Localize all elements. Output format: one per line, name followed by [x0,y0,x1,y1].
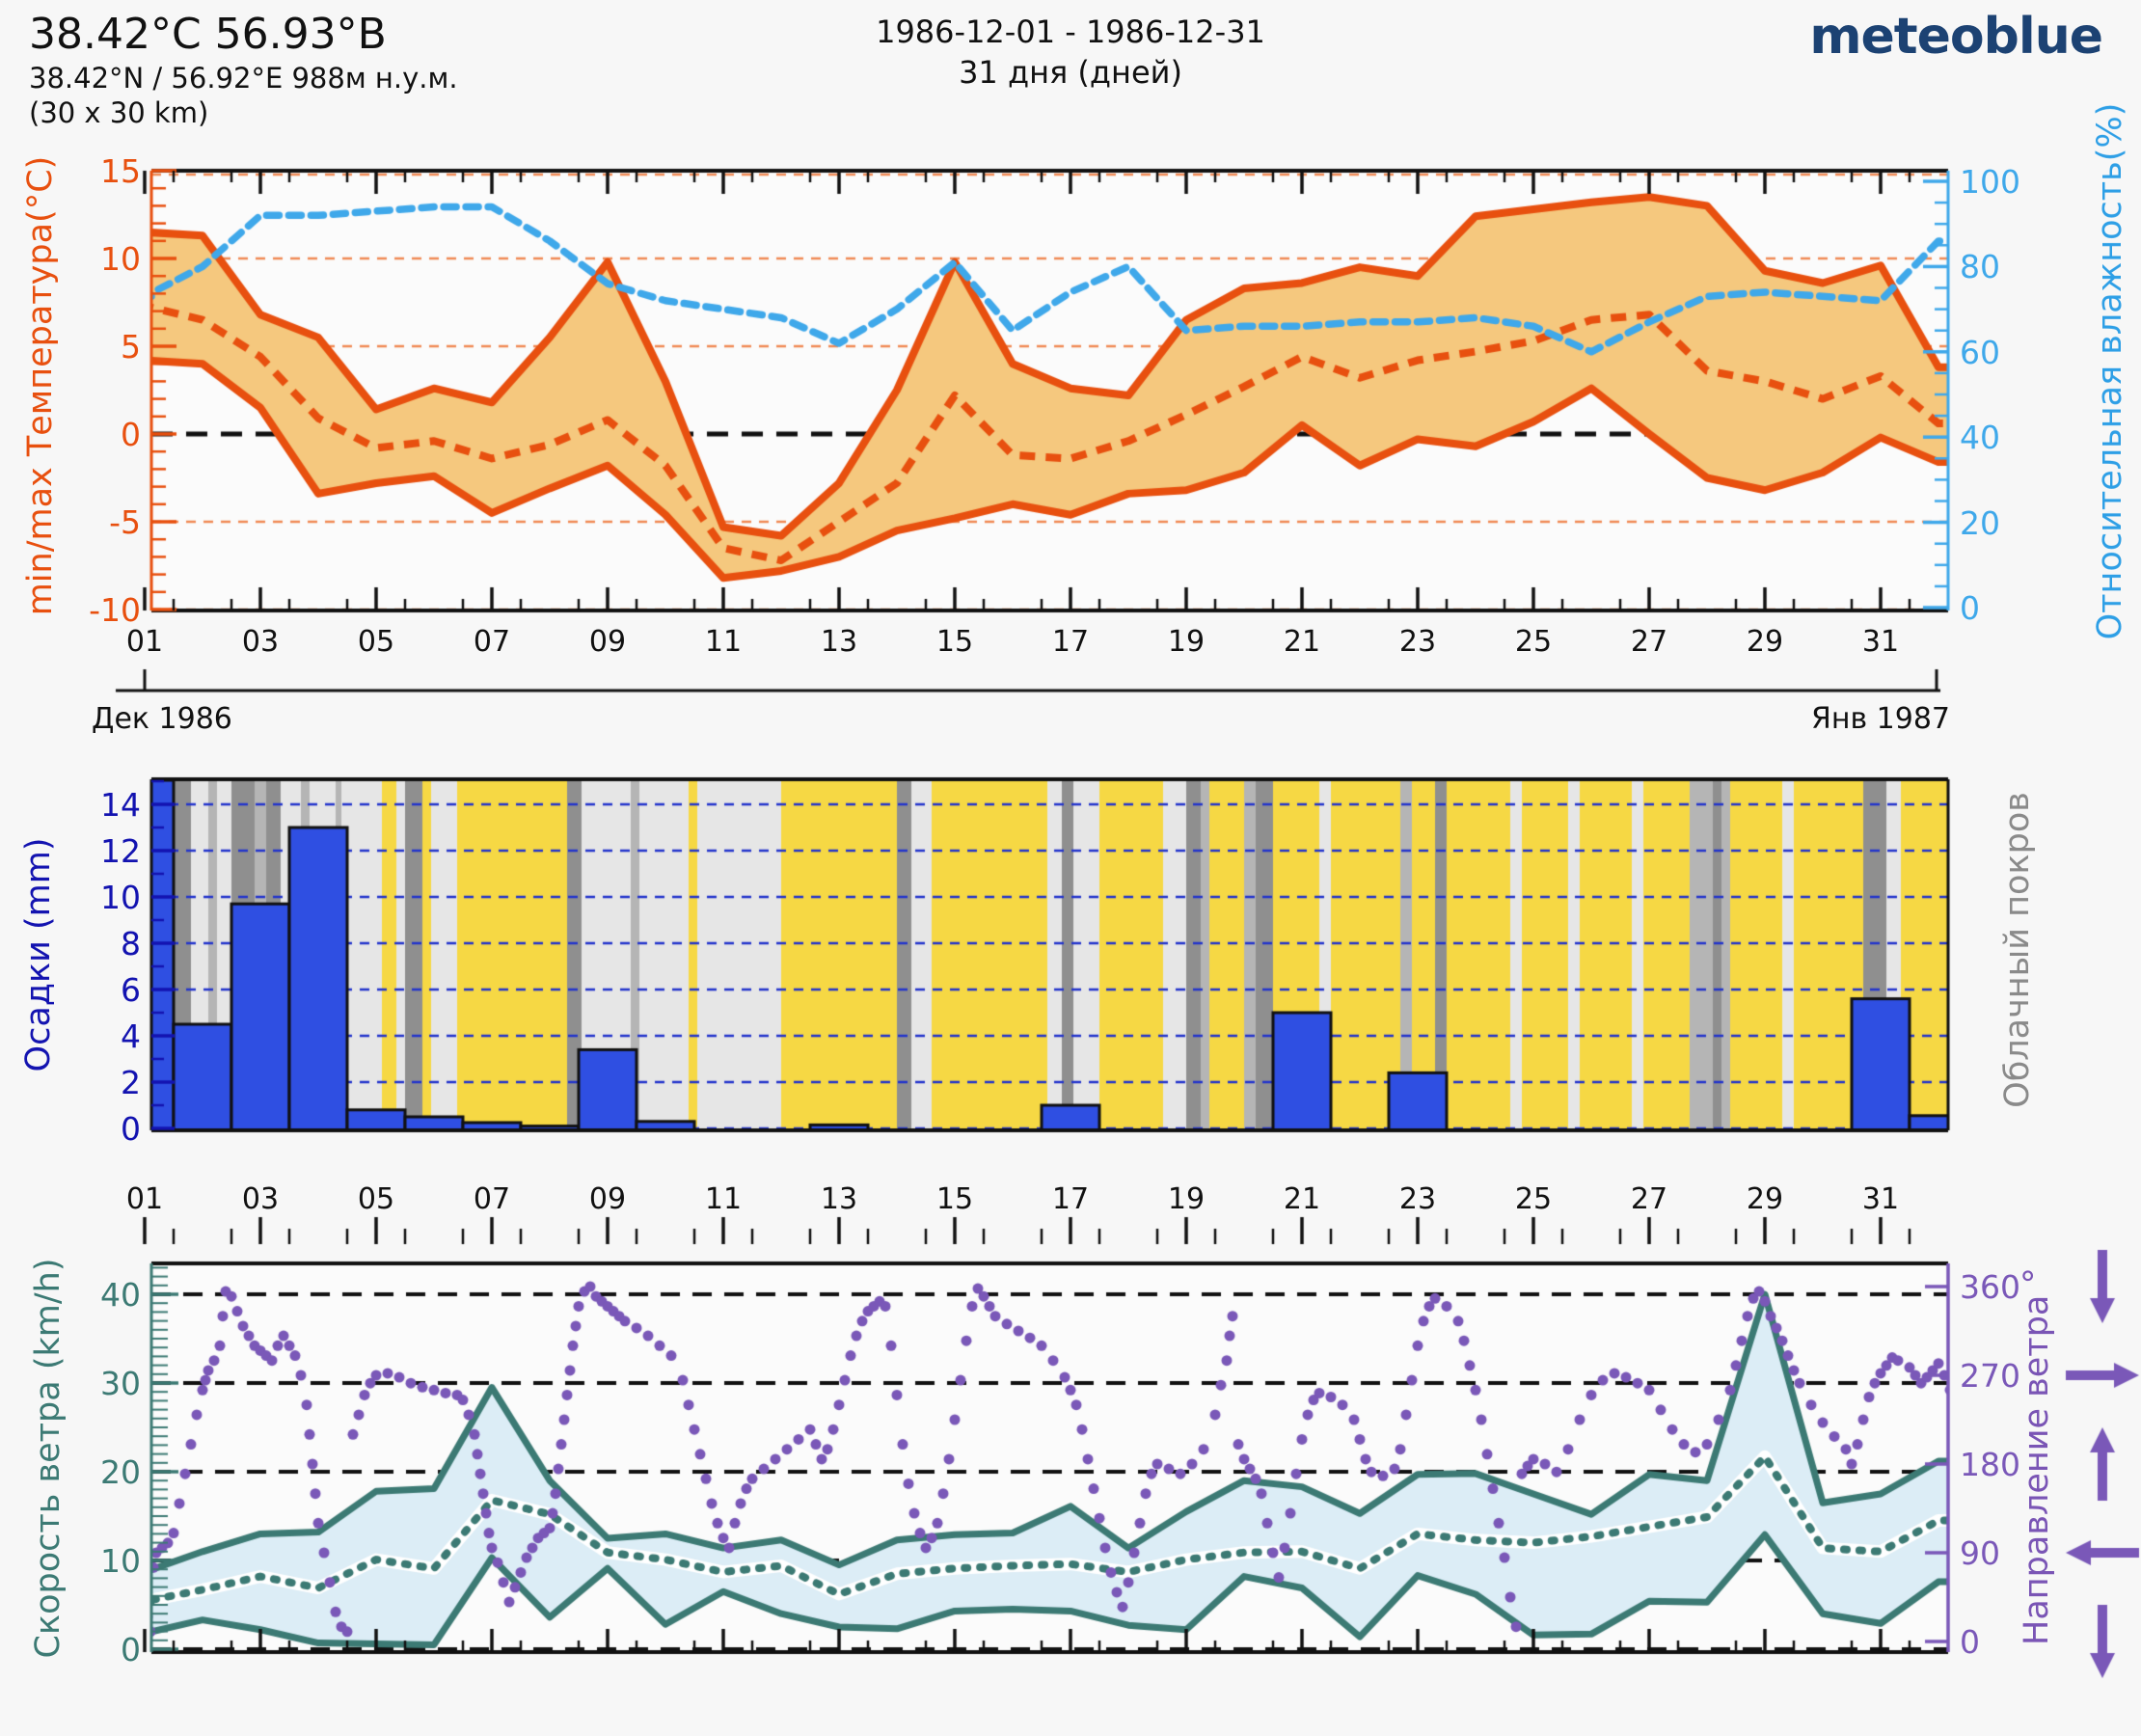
x-tick-label: 29 [1746,625,1784,659]
temp-tick-label: 5 [121,328,141,366]
humidity-tick-label: 100 [1960,163,2020,201]
humidity-tick-label: 80 [1960,248,2000,286]
precip-tick-label: 10 [100,879,141,916]
x-tick-label: 19 [1167,625,1206,659]
precip-tick-label: 12 [100,832,141,870]
day-count-subtitle: 31 дня (дней) [959,54,1182,91]
x-tick-label: 31 [1861,1182,1900,1216]
x-tick-label: 21 [1283,1182,1321,1216]
precip-tick-label: 2 [121,1064,141,1101]
x-tick-label: 15 [935,1182,974,1216]
x-tick-label: 19 [1167,1182,1206,1216]
precip-tick-label: 0 [121,1110,141,1148]
location-coordinates-subtitle: 38.42°N / 56.92°E 988м н.у.м. [29,62,458,95]
grid-resolution: (30 x 30 km) [29,96,209,129]
temp-tick-label: 0 [121,416,141,453]
x-tick-label: 17 [1051,1182,1090,1216]
x-tick-label: 09 [588,625,627,659]
temp-tick-label: 10 [100,240,141,278]
precip-tick-label: 14 [100,786,141,824]
x-tick-label: 23 [1398,625,1437,659]
x-tick-label: 29 [1746,1182,1784,1216]
x-tick-label: 27 [1630,1182,1668,1216]
direction-tick-label: 180 [1960,1446,2020,1483]
date-range-title: 1986-12-01 - 1986-12-31 [876,14,1265,50]
x-tick-label: 27 [1630,625,1668,659]
x-tick-label: 11 [704,625,743,659]
wind-direction-axis-title: Направление ветра ° [2018,1267,2056,1645]
cloud-cover-axis-title: Облачный покров [1998,792,2037,1108]
temp-tick-label: 15 [100,152,141,190]
wind-tick-label: 20 [100,1453,141,1491]
x-tick-label: 31 [1861,625,1900,659]
month-label-right: Янв 1987 [1811,702,1951,736]
x-tick-label: 15 [935,625,974,659]
temp-tick-label: -10 [89,591,141,629]
x-tick-label: 03 [241,625,280,659]
precipitation-axis-title: Осадки (mm) [19,837,58,1072]
x-tick-label: 05 [357,1182,395,1216]
temp-tick-label: -5 [109,503,141,541]
wind-tick-label: 0 [121,1631,141,1668]
location-coordinates-title: 38.42°C 56.93°В [29,10,387,59]
x-tick-label: 11 [704,1182,743,1216]
x-tick-label: 25 [1514,625,1553,659]
direction-tick-label: 90 [1960,1534,2000,1572]
direction-tick-label: 0 [1960,1623,1980,1661]
temperature-axis-title: min/max Температура(°C) [21,155,60,616]
x-tick-label: 21 [1283,625,1321,659]
humidity-tick-label: 20 [1960,503,2000,542]
precip-tick-label: 4 [121,1017,141,1055]
x-tick-label: 13 [820,1182,858,1216]
x-tick-label: 05 [357,625,395,659]
direction-tick-label: 270 [1960,1357,2020,1395]
x-tick-label: 23 [1398,1182,1437,1216]
humidity-tick-label: 40 [1960,419,2000,457]
direction-tick-label: 360 [1960,1268,2020,1306]
wind-tick-label: 30 [100,1365,141,1402]
meteoblue-logo: meteoblue [1809,8,2103,66]
x-tick-label: 01 [125,1182,164,1216]
x-tick-label: 25 [1514,1182,1553,1216]
x-tick-label: 07 [473,1182,511,1216]
precip-tick-label: 6 [121,971,141,1009]
x-tick-label: 17 [1051,625,1090,659]
humidity-tick-label: 60 [1960,333,2000,371]
x-tick-label: 07 [473,625,511,659]
humidity-tick-label: 0 [1960,589,1980,627]
x-tick-label: 01 [125,625,164,659]
precip-tick-label: 8 [121,925,141,963]
x-tick-label: 09 [588,1182,627,1216]
wind-tick-label: 40 [100,1276,141,1314]
month-label-left: Дек 1986 [92,702,232,736]
wind-tick-label: 10 [100,1542,141,1580]
x-tick-label: 13 [820,625,858,659]
x-tick-label: 03 [241,1182,280,1216]
humidity-axis-title: Относительная влажность(%) [2091,102,2129,640]
